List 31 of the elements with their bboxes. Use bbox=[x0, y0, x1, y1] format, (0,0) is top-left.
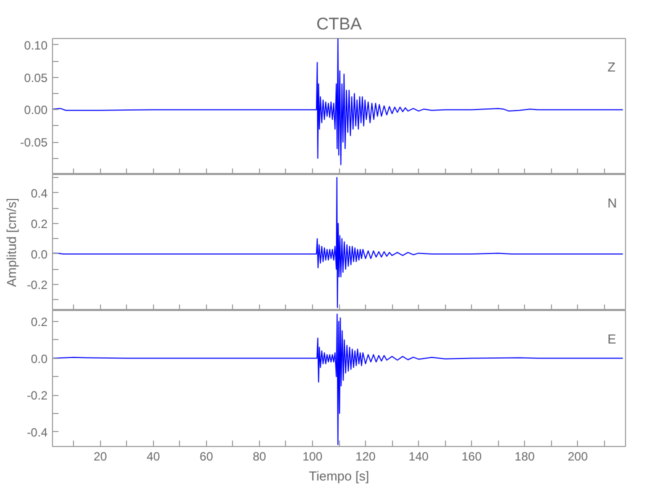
y-tick-label: 0.00 bbox=[24, 103, 48, 118]
annotation: N bbox=[608, 196, 617, 210]
line-series bbox=[52, 314, 624, 446]
line-series bbox=[52, 177, 624, 308]
y-tick-label: 0.10 bbox=[24, 38, 48, 52]
y-axis-title: Amplitud [cm/s] bbox=[4, 198, 19, 287]
annotation: Z bbox=[608, 60, 616, 74]
y-tick-label: 0.2 bbox=[30, 216, 48, 231]
x-axis-title: Tiempo [s] bbox=[308, 468, 370, 484]
x-tick-label: 120 bbox=[356, 450, 376, 464]
x-tick-label: 40 bbox=[146, 450, 160, 464]
y-tick-label: 0.0 bbox=[30, 352, 48, 366]
x-tick-label: 160 bbox=[462, 450, 482, 464]
chart-title: CTBA bbox=[316, 14, 362, 34]
y-tick-label: 0.2 bbox=[30, 315, 48, 330]
y-tick-label: 0.05 bbox=[24, 70, 48, 85]
x-tick-label: 100 bbox=[302, 450, 323, 464]
x-tick-label: 200 bbox=[568, 450, 588, 464]
x-tick-label: 80 bbox=[252, 450, 266, 464]
annotation: E bbox=[608, 332, 616, 346]
y-tick-label: -0.05 bbox=[20, 136, 48, 150]
y-tick-label: 0.0 bbox=[30, 247, 48, 262]
x-tick-label: 180 bbox=[514, 450, 536, 464]
y-tick-label: 0.4 bbox=[30, 186, 48, 200]
x-tick-label: 20 bbox=[94, 450, 108, 464]
y-tick-label: -0.4 bbox=[26, 425, 48, 440]
x-tick-label: 140 bbox=[408, 450, 429, 464]
y-tick-label: -0.2 bbox=[26, 388, 48, 403]
y-tick-label: -0.2 bbox=[26, 278, 48, 292]
line-series bbox=[52, 38, 624, 166]
x-tick-label: 60 bbox=[200, 450, 214, 464]
